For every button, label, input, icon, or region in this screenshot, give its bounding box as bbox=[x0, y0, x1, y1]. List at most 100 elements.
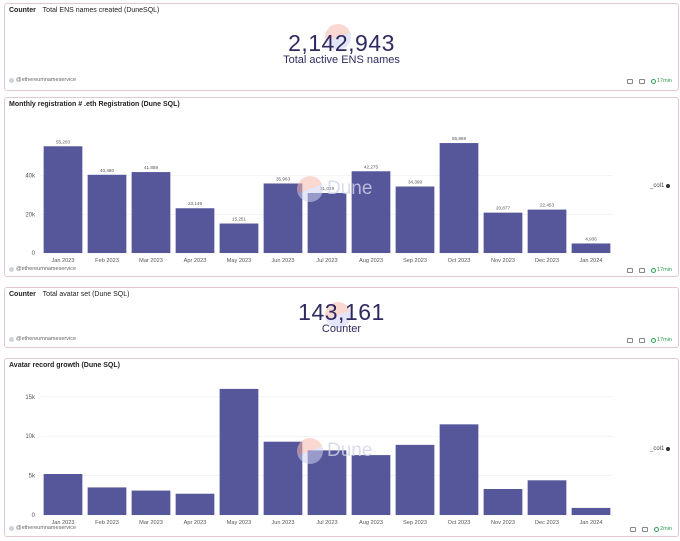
bar-data-label: 41,859 bbox=[144, 165, 158, 170]
chart-legend[interactable]: _col1 bbox=[650, 446, 671, 452]
y-tick-label: 5k bbox=[29, 474, 36, 480]
bar bbox=[175, 208, 215, 253]
x-tick-label: Jan 2023 bbox=[51, 258, 74, 264]
bar-chart-avatar-growth: 0 5k 10k 15k Jan 2023 Feb 2023 Mar 2023 Apr 202… bbox=[25, 388, 613, 526]
bar-data-label: 56,869 bbox=[452, 136, 466, 141]
panel-title[interactable]: Avatar record growth (Dune SQL) bbox=[9, 362, 120, 369]
bar bbox=[571, 243, 611, 253]
counter-label: Counter bbox=[321, 323, 362, 335]
chart-panel-monthly-registration: Monthly registration # .eth Registration… bbox=[4, 97, 679, 277]
bar bbox=[395, 186, 435, 253]
x-tick-label: Nov 2023 bbox=[491, 520, 515, 526]
author-link[interactable]: @ethereumnameservice bbox=[9, 77, 76, 83]
clock-icon bbox=[651, 78, 657, 84]
refresh-time: 17min bbox=[657, 337, 672, 343]
x-tick-label: Dec 2023 bbox=[535, 520, 559, 526]
x-tick-label: Feb 2023 bbox=[95, 520, 119, 526]
x-tick-label: Apr 2023 bbox=[184, 520, 207, 526]
panel-footer-actions: 17min bbox=[627, 267, 672, 273]
avatar bbox=[9, 525, 14, 531]
bar bbox=[527, 209, 567, 253]
bar bbox=[351, 171, 391, 253]
counter-panel-avatar-set: Counter Total avatar set (Dune SQL) 143,… bbox=[4, 287, 679, 348]
panel-title[interactable]: Monthly registration # .eth Registration… bbox=[9, 101, 180, 108]
panel-title[interactable]: Total avatar set (Dune SQL) bbox=[42, 291, 130, 298]
panel-header: Counter Total ENS names created (DuneSQL… bbox=[9, 7, 159, 14]
embed-icon[interactable] bbox=[639, 267, 646, 273]
bar bbox=[483, 212, 523, 253]
counter-panel-ens-names: Counter Total ENS names created (DuneSQL… bbox=[4, 3, 679, 91]
author-link[interactable]: @ethereumnameservice bbox=[9, 525, 76, 531]
embed-icon[interactable] bbox=[639, 337, 646, 343]
refresh-badge[interactable]: 17min bbox=[651, 337, 672, 343]
bar bbox=[307, 193, 347, 253]
bar bbox=[263, 441, 303, 515]
bar bbox=[43, 146, 83, 253]
panel-header: Counter Total avatar set (Dune SQL) bbox=[9, 291, 129, 298]
bar-data-label: 40,460 bbox=[100, 168, 114, 173]
x-tick-label: Feb 2023 bbox=[95, 258, 119, 264]
y-tick-label: 40k bbox=[25, 174, 36, 180]
x-tick-label: Mar 2023 bbox=[139, 520, 163, 526]
chart-panel-avatar-growth: Avatar record growth (Dune SQL) 0 5k 10k 15… bbox=[4, 358, 679, 537]
bar bbox=[219, 388, 259, 515]
bar bbox=[175, 493, 215, 515]
bar-chart-monthly-registration: 0 20k 40k 55,203 Jan 2023 40,460 Feb 2023 41,85… bbox=[25, 136, 613, 264]
author-name: @ethereumnameservice bbox=[16, 266, 76, 272]
counter-label: Total active ENS names bbox=[283, 54, 400, 66]
author-name: @ethereumnameservice bbox=[16, 336, 76, 342]
avatar bbox=[9, 336, 14, 342]
x-tick-label: Mar 2023 bbox=[139, 258, 163, 264]
counter-value: 143,161 bbox=[298, 299, 385, 325]
camera-icon[interactable] bbox=[630, 526, 637, 532]
panel-footer-actions: 17min bbox=[627, 337, 672, 343]
bar bbox=[87, 174, 127, 253]
x-tick-label: Aug 2023 bbox=[359, 520, 383, 526]
embed-icon[interactable] bbox=[639, 78, 646, 84]
refresh-badge[interactable]: 17min bbox=[651, 78, 672, 84]
refresh-time: 17min bbox=[657, 78, 672, 84]
panel-title[interactable]: Total ENS names created (DuneSQL) bbox=[42, 7, 160, 14]
bar bbox=[219, 223, 259, 253]
bar bbox=[483, 488, 523, 515]
bar-data-label: 35,963 bbox=[276, 176, 290, 181]
bar bbox=[395, 444, 435, 515]
x-tick-label: Oct 2023 bbox=[448, 520, 471, 526]
bar bbox=[307, 450, 347, 515]
x-tick-label: Oct 2023 bbox=[448, 258, 471, 264]
x-tick-label: Aug 2023 bbox=[359, 258, 383, 264]
author-link[interactable]: @ethereumnameservice bbox=[9, 336, 76, 342]
legend-dot-icon bbox=[666, 184, 671, 188]
embed-icon[interactable] bbox=[642, 526, 649, 532]
bar bbox=[263, 183, 303, 253]
panel-header: Avatar record growth (Dune SQL) bbox=[9, 362, 120, 369]
panel-type-label: Counter bbox=[9, 291, 36, 298]
camera-icon[interactable] bbox=[627, 337, 634, 343]
x-tick-label: Jul 2023 bbox=[316, 258, 337, 264]
camera-icon[interactable] bbox=[627, 267, 634, 273]
bar bbox=[351, 455, 391, 515]
bar bbox=[527, 480, 567, 515]
x-tick-label: Jan 2024 bbox=[579, 520, 602, 526]
bar-data-label: 23,149 bbox=[188, 201, 202, 206]
refresh-badge[interactable]: 17min bbox=[651, 267, 672, 273]
refresh-time: 2min bbox=[660, 526, 672, 532]
y-tick-label: 0 bbox=[32, 251, 36, 257]
y-tick-label: 15k bbox=[25, 395, 36, 401]
bar bbox=[439, 424, 479, 515]
x-tick-label: Sep 2023 bbox=[403, 520, 427, 526]
bar-data-label: 4,936 bbox=[585, 236, 597, 241]
legend-label: _col1 bbox=[650, 446, 665, 452]
author-link[interactable]: @ethereumnameservice bbox=[9, 266, 76, 272]
x-tick-label: Jan 2023 bbox=[51, 520, 74, 526]
bar bbox=[131, 172, 171, 253]
bar-data-label: 55,203 bbox=[56, 139, 70, 144]
clock-icon bbox=[651, 337, 657, 343]
author-name: @ethereumnameservice bbox=[16, 525, 76, 531]
camera-icon[interactable] bbox=[627, 78, 634, 84]
bar bbox=[87, 487, 127, 515]
chart-legend[interactable]: _col1 bbox=[650, 183, 671, 189]
bar bbox=[571, 507, 611, 515]
refresh-badge[interactable]: 2min bbox=[654, 526, 672, 532]
bar-data-label: 20,877 bbox=[496, 206, 510, 211]
